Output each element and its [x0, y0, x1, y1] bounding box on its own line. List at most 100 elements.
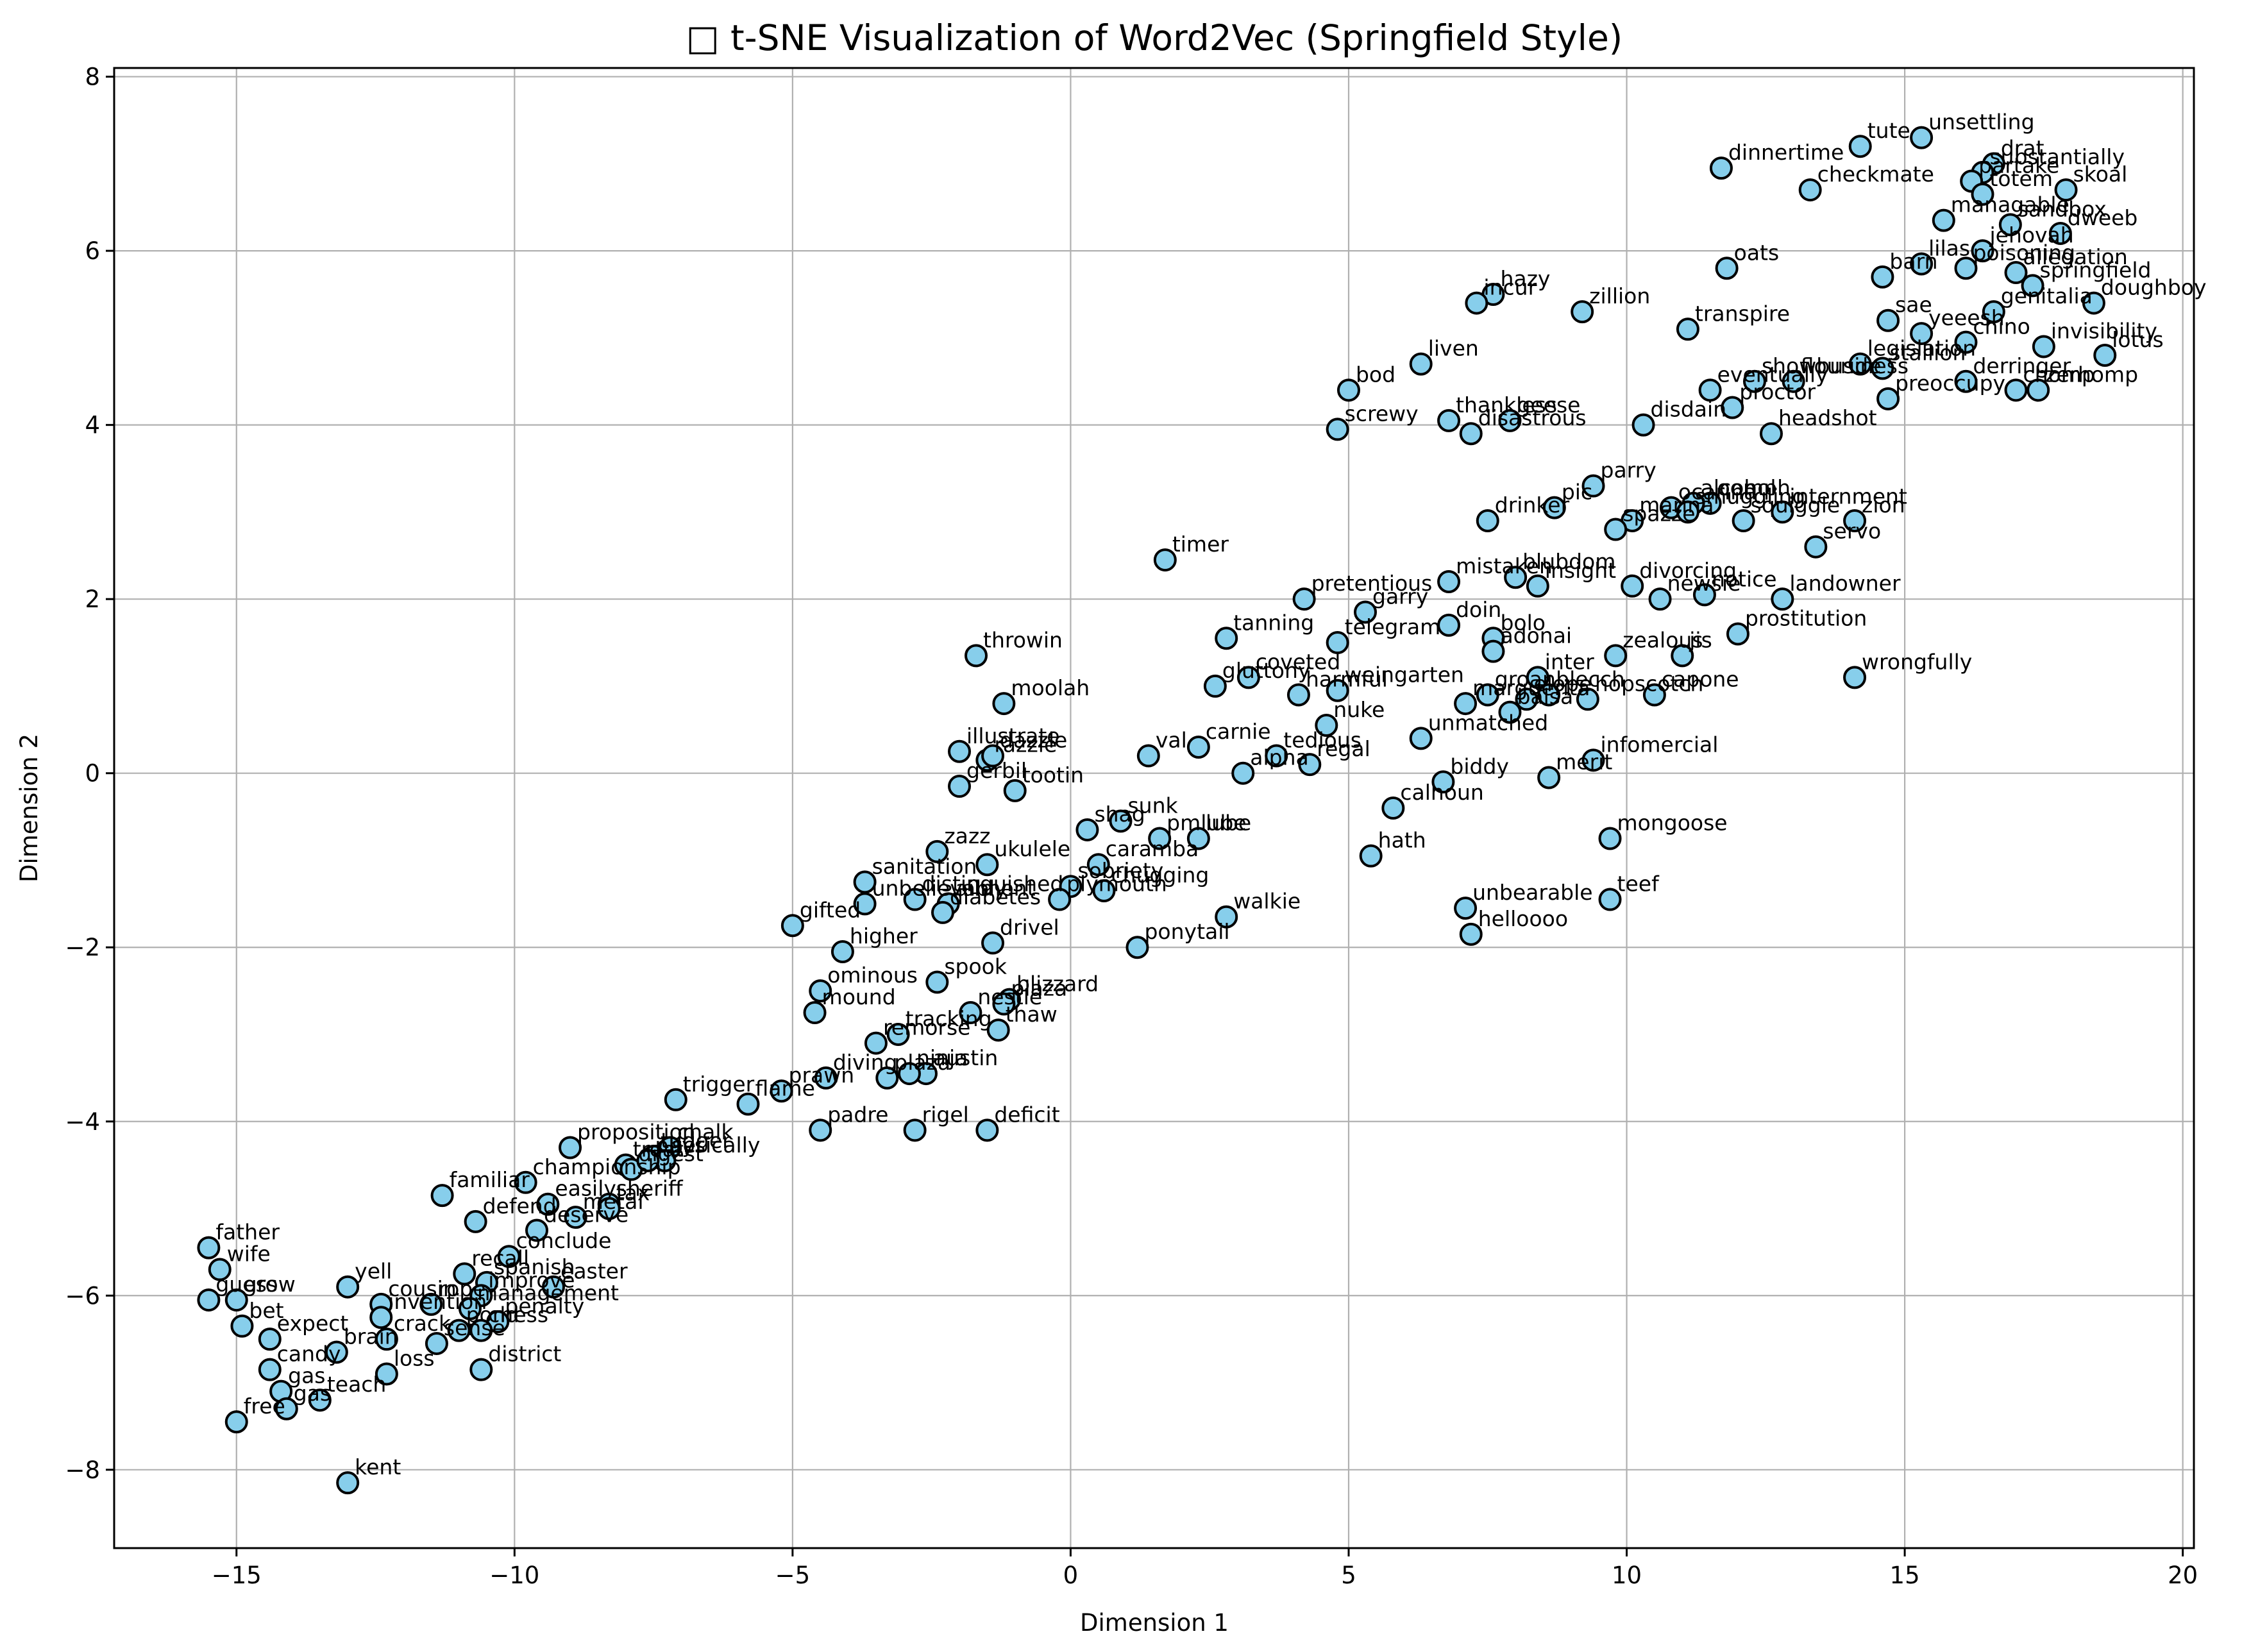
scatter-point	[1136, 744, 1160, 768]
point-label: mistaken	[1456, 553, 1553, 578]
scatter-point	[1732, 509, 1755, 532]
point-label: dweeb	[2068, 205, 2138, 230]
point-label: ailment	[956, 875, 1036, 900]
scatter-point	[1871, 357, 1894, 380]
y-tick-label: −4	[65, 1108, 100, 1136]
scatter-point	[1604, 518, 1628, 541]
scatter-point	[1186, 735, 1210, 759]
point-label: higher	[850, 923, 918, 948]
scatter-point	[1759, 422, 1783, 446]
scatter-point	[875, 1066, 899, 1090]
point-label: loss	[394, 1345, 435, 1370]
scatter-point	[1715, 257, 1739, 280]
scatter-point	[1326, 631, 1349, 655]
scatter-point	[2082, 291, 2105, 315]
point-label: ser	[671, 1133, 704, 1158]
point-label: tedious	[1283, 728, 1361, 753]
scatter-point	[308, 1388, 332, 1412]
scatter-point	[809, 979, 832, 1003]
point-label: diabetes	[950, 884, 1041, 909]
point-label: oomph	[1717, 475, 1791, 500]
point-label: austin	[933, 1045, 998, 1070]
point-label: kent	[355, 1454, 401, 1479]
y-tick-label: 4	[85, 412, 100, 439]
scatter-point	[1671, 644, 1694, 668]
scatter-point	[1265, 744, 1288, 768]
point-label: zealous	[1622, 627, 1703, 652]
scatter-point	[447, 1319, 471, 1342]
point-label: wife	[227, 1242, 271, 1267]
scatter-point	[458, 1297, 482, 1320]
scatter-point	[1642, 683, 1666, 707]
point-label: telegram	[1345, 614, 1441, 639]
scatter-point	[197, 1288, 221, 1312]
point-label: coveted	[1256, 649, 1340, 674]
point-label: mound	[822, 984, 896, 1009]
scatter-point	[324, 1340, 348, 1364]
point-label: zerhomp	[2045, 362, 2138, 387]
y-tick-label: 8	[85, 63, 100, 91]
x-tick-label: −10	[489, 1562, 539, 1589]
scatter-point	[514, 1170, 537, 1194]
point-label: smuggling	[1695, 484, 1805, 509]
point-label: drivel	[1000, 914, 1059, 940]
point-label: doughboy	[2101, 275, 2207, 300]
point-label: trigger	[683, 1072, 755, 1097]
scatter-point	[1971, 239, 1994, 263]
scatter-point	[975, 1118, 999, 1142]
point-label: genitalia	[2001, 283, 2093, 308]
point-label: elope	[1533, 671, 1592, 696]
scatter-point	[1086, 853, 1110, 877]
scatter-point	[1465, 291, 1488, 315]
point-label: parry	[1601, 458, 1656, 483]
point-label: doin	[1456, 597, 1501, 622]
scatter-point	[1782, 369, 1805, 393]
point-label: walkie	[1233, 889, 1301, 914]
scatter-point	[1848, 352, 1872, 376]
scatter-point	[536, 1192, 560, 1216]
scatter-point	[224, 1410, 248, 1434]
point-label: weingarten	[1345, 662, 1464, 687]
scatter-point	[1454, 897, 1478, 920]
point-label: lube	[1206, 811, 1251, 836]
point-label: checkmate	[1817, 162, 1934, 187]
scatter-point	[959, 1001, 982, 1025]
point-label: thaw	[1006, 1002, 1058, 1027]
point-label: metal	[583, 1189, 644, 1214]
scatter-point	[1876, 308, 1900, 332]
scatter-point	[1604, 644, 1628, 668]
chart-title: □ t-SNE Visualization of Word2Vec (Sprin…	[686, 17, 1623, 58]
scatter-point	[336, 1275, 360, 1299]
scatter-point	[1336, 378, 1360, 402]
scatter-point	[1498, 700, 1522, 724]
scatter-point	[1843, 666, 1867, 689]
scatter-point	[636, 1149, 660, 1172]
scatter-point	[525, 1218, 549, 1242]
point-label: mongoose	[1617, 811, 1728, 836]
scatter-point	[736, 1092, 760, 1116]
scatter-point	[931, 900, 954, 924]
scatter-point	[1621, 574, 1644, 598]
point-label: easily	[555, 1176, 616, 1201]
scatter-point	[1409, 352, 1433, 376]
scatter-point	[258, 1328, 282, 1351]
scatter-point	[1954, 369, 1978, 393]
y-axis-label: Dimension 2	[15, 734, 43, 882]
y-tick-label: 2	[85, 586, 100, 613]
scatter-point	[1381, 796, 1405, 820]
scatter-point	[1515, 687, 1538, 711]
scatter-point	[2021, 274, 2044, 298]
scatter-point	[1231, 761, 1255, 785]
scatter-point	[208, 1258, 232, 1281]
point-label: physically	[655, 1133, 760, 1158]
scatter-point	[2027, 378, 2050, 402]
point-label: unsettling	[1928, 110, 2034, 135]
point-label: moolah	[1011, 675, 1090, 700]
point-label: management	[477, 1281, 619, 1306]
scatter-point	[1476, 509, 1499, 532]
scatter-point	[925, 839, 949, 863]
scatter-point	[542, 1275, 566, 1299]
scatter-point	[1742, 369, 1766, 393]
scatter-point	[1459, 422, 1483, 446]
